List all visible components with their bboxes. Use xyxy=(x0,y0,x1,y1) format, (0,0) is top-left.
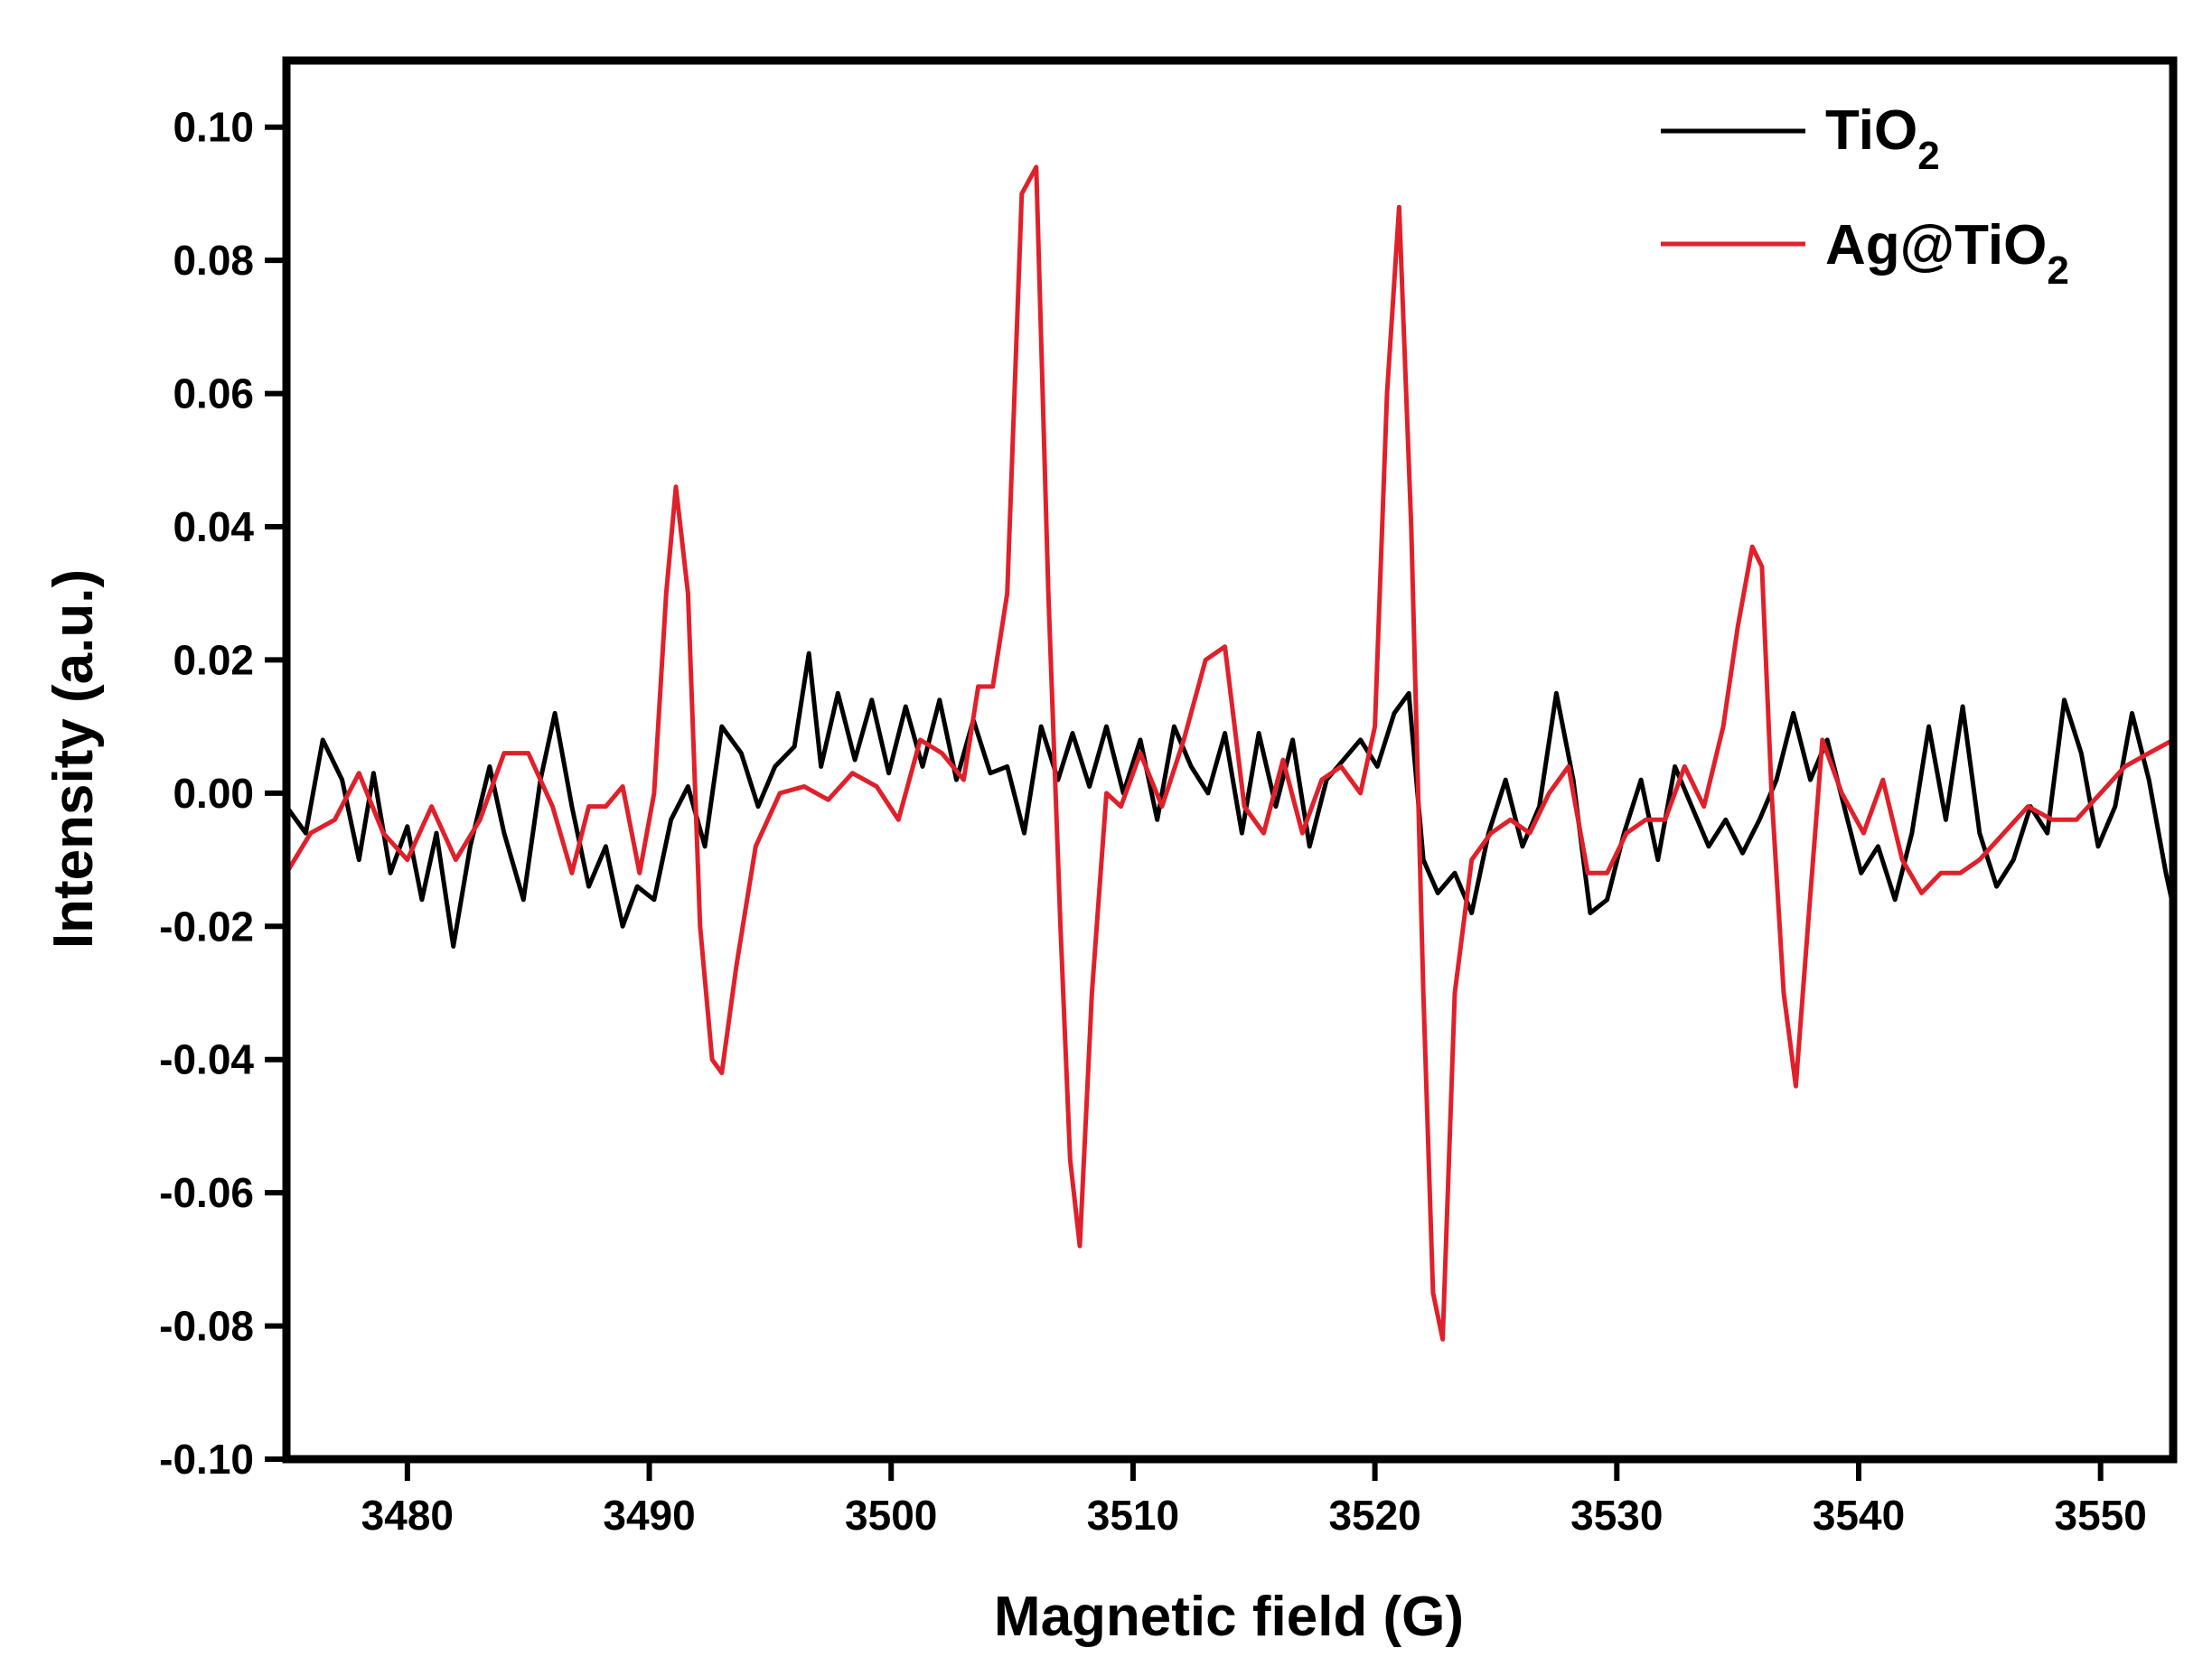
y-tick-label--0.04: -0.04 xyxy=(159,1036,254,1083)
y-axis-title: Intensity (a.u.) xyxy=(42,569,105,949)
legend: TiO2 Ag@TiO2 xyxy=(1661,99,2069,293)
x-tick-label-3550: 3550 xyxy=(2055,1492,2147,1539)
x-tick-label-3490: 3490 xyxy=(603,1492,695,1539)
y-tick-label-0.06: 0.06 xyxy=(173,370,254,417)
series-line-tio2 xyxy=(284,651,2176,949)
y-tick-label--0.02: -0.02 xyxy=(159,903,254,950)
tick-labels: 3480 3490 3500 3510 3520 3530 3540 3550 0.10 0.08… xyxy=(159,104,2147,1539)
x-tick-label-3510: 3510 xyxy=(1087,1492,1179,1539)
y-tick-label-0.08: 0.08 xyxy=(173,237,254,284)
y-tick-label-0.04: 0.04 xyxy=(173,503,254,550)
y-tick-label--0.10: -0.10 xyxy=(159,1436,254,1483)
x-axis-title: Magnetic field (G) xyxy=(994,1586,1464,1648)
y-tick-label-0.02: 0.02 xyxy=(173,636,254,683)
legend-label-ag-tio2: Ag@TiO2 xyxy=(1825,214,2069,293)
plot-lines xyxy=(284,164,2176,1342)
series-line-ag-tio2 xyxy=(284,164,2176,1342)
legend-label-tio2: TiO2 xyxy=(1825,99,1940,178)
y-tick-label-0.00: 0.00 xyxy=(173,770,254,817)
x-tick-label-3530: 3530 xyxy=(1570,1492,1663,1539)
x-tick-label-3520: 3520 xyxy=(1328,1492,1420,1539)
x-tick-label-3500: 3500 xyxy=(845,1492,937,1539)
plot-frame xyxy=(282,56,2178,1464)
x-tick-label-3540: 3540 xyxy=(1813,1492,1905,1539)
y-tick-label--0.06: -0.06 xyxy=(159,1169,254,1216)
x-tick-label-3480: 3480 xyxy=(361,1492,454,1539)
y-tick-label--0.08: -0.08 xyxy=(159,1303,254,1350)
y-tick-label-0.10: 0.10 xyxy=(173,104,254,151)
